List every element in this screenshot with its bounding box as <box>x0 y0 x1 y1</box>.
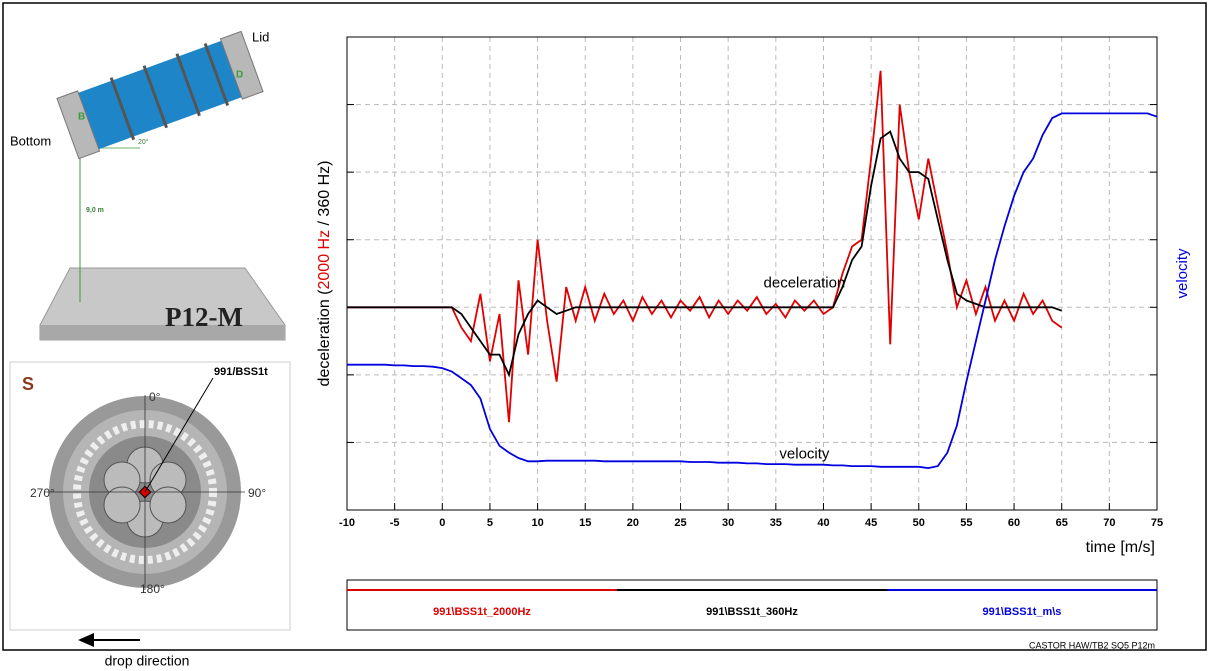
frame <box>2 2 1207 651</box>
height-label: 9,0 m <box>86 207 104 214</box>
x-tick-label: 50 <box>913 517 925 529</box>
chart: -10 -5 0 5 10 15 20 25 30 35 40 45 50 55 60 65 70 75 decel… <box>316 36 1191 650</box>
annotation: deceleration <box>764 275 846 292</box>
bottom-label: Bottom <box>10 133 51 148</box>
legend-label: 991\BSS1t_2000Hz <box>433 606 531 618</box>
x-tick-label: 0 <box>439 517 445 529</box>
arrow-head <box>78 633 94 647</box>
pad-edge <box>40 325 285 340</box>
y-axis-label-part: deceleration ( <box>316 289 333 387</box>
x-tick-label: 15 <box>579 517 591 529</box>
cross-section: S 0° 90° 180° 270° 991/BSS1t <box>9 361 291 631</box>
x-tick-label: 25 <box>674 517 686 529</box>
y-axis-label-part: 2000 Hz <box>316 230 333 290</box>
angle-0: 0° <box>149 390 161 404</box>
canister <box>149 486 187 524</box>
canister <box>103 486 141 524</box>
x-tick-label: 70 <box>1103 517 1115 529</box>
y-axis-label-part: / 360 Hz) <box>316 161 333 230</box>
ring <box>175 53 201 117</box>
end-b-label: B <box>78 112 85 123</box>
ring <box>203 42 230 107</box>
y2-axis-label: velocity <box>1174 248 1191 299</box>
cask-lid <box>219 30 264 100</box>
cask <box>56 30 264 160</box>
angle-90: 90° <box>248 486 266 500</box>
cask-body <box>63 35 257 155</box>
x-axis-label: time [m/s] <box>1086 539 1155 556</box>
lid-label: Lid <box>252 29 269 44</box>
legend-label: 991\BSS1t_360Hz <box>706 606 798 618</box>
legend-label: 991\BSS1t_m\s <box>983 606 1062 618</box>
x-tick-label: 20 <box>627 517 639 529</box>
x-tick-label: 45 <box>865 517 877 529</box>
end-d-label: D <box>236 70 243 81</box>
plot-frame <box>346 36 1158 511</box>
x-tick-label: -10 <box>339 517 355 529</box>
footer: CASTOR HAW/TB2 SQ5 P12m <box>1029 640 1155 650</box>
x-tick-label: 35 <box>770 517 782 529</box>
pad-label: P12-M <box>165 302 243 332</box>
x-tick-label: 75 <box>1151 517 1163 529</box>
sensor-line <box>144 377 214 493</box>
series-line <box>347 112 1158 470</box>
legend-box <box>346 579 1158 631</box>
x-tick-label: 60 <box>1008 517 1020 529</box>
x-tick-label: 5 <box>487 517 493 529</box>
y-axis-label: deceleration (2000 Hz / 360 Hz) <box>316 161 333 387</box>
x-tick-label: 10 <box>531 517 543 529</box>
direction-label: drop direction <box>105 653 190 669</box>
cask-bottom <box>56 90 101 160</box>
x-tick-label: -5 <box>390 517 400 529</box>
series-line <box>347 130 1063 378</box>
sensor-label: 991/BSS1t <box>214 366 268 378</box>
drop-setup: Lid Bottom 9,0 m 20° B D P12-M <box>10 29 286 341</box>
x-tick-label: 40 <box>817 517 829 529</box>
ring <box>142 65 168 129</box>
angle-label: 20° <box>138 138 149 146</box>
series-line <box>347 70 1063 423</box>
angle-180: 180° <box>140 582 165 596</box>
annotation: velocity <box>779 446 830 463</box>
x-tick-label: 65 <box>1056 517 1068 529</box>
angle-270: 270° <box>30 486 55 500</box>
side-label: S <box>22 374 34 394</box>
ring <box>109 77 136 141</box>
x-tick-label: 30 <box>722 517 734 529</box>
x-tick-label: 55 <box>960 517 972 529</box>
